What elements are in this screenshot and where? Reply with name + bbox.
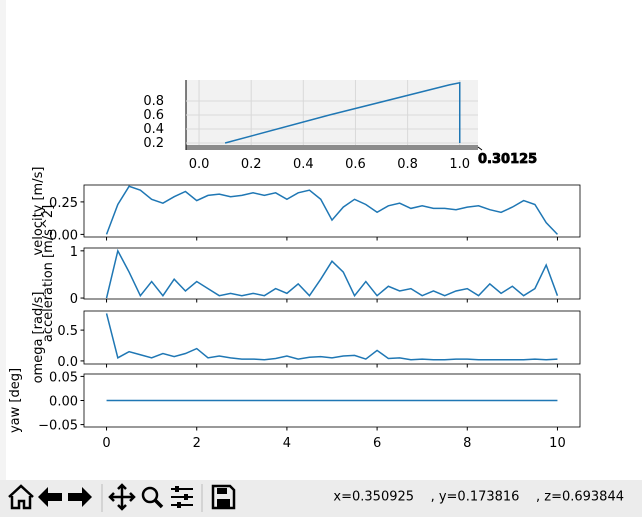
x-tick-label: 0.0 — [189, 157, 210, 172]
data-line — [105, 248, 559, 299]
y-axis-label: velocity [m/s] — [31, 167, 46, 256]
y-tick-label: 0.05 — [49, 370, 78, 385]
data-line — [105, 313, 558, 361]
floor-pane — [186, 145, 478, 150]
x-tick-label: 4 — [283, 436, 291, 451]
x-tick-label: 6 — [373, 436, 381, 451]
x-tick-label: 10 — [549, 436, 566, 451]
x-tick-label: 1.0 — [449, 157, 470, 172]
x-tick-label: 0.2 — [241, 157, 262, 172]
cursor-status: x=0.350925 , y=0.173816 , z=0.693844 — [333, 490, 624, 505]
y-tick-label: −0.05 — [38, 419, 78, 434]
y-tick-label: 0.0 — [57, 355, 78, 370]
back-pane — [186, 80, 478, 145]
back-button[interactable] — [38, 487, 62, 507]
y-tick-label: 0.30125 — [478, 152, 537, 167]
x-tick-label: 0.8 — [397, 157, 418, 172]
axes-frame — [83, 310, 581, 365]
trajectory-line — [224, 81, 461, 144]
z-tick-label: 0.6 — [143, 108, 164, 123]
background-window-edge — [0, 0, 6, 480]
data-line — [105, 185, 558, 235]
y-axis-label: yaw [deg] — [8, 368, 23, 433]
x-tick-label: 0.4 — [293, 157, 314, 172]
y-tick-label: 0.25 — [49, 196, 78, 211]
home-button[interactable] — [8, 484, 34, 510]
y-tick-label: 0.5 — [57, 324, 78, 339]
y-axis-label: acceleration [m/s^2] — [41, 205, 56, 342]
x-tick-label: 8 — [463, 436, 471, 451]
y-tick — [477, 146, 483, 151]
axes-frame — [83, 247, 581, 300]
pan-button[interactable] — [108, 483, 136, 511]
toolbar — [0, 480, 642, 517]
z-tick-label: 0.8 — [143, 94, 164, 109]
z-tick-label: 0.4 — [143, 122, 164, 137]
y-tick-label: 0.00 — [49, 395, 78, 410]
y-tick-label: 1 — [70, 245, 78, 260]
y-tick-label: 0 — [70, 292, 78, 307]
z-tick-label: 0.2 — [143, 136, 164, 151]
x-tick-label: 0.6 — [345, 157, 366, 172]
x-tick-label: 0 — [102, 436, 110, 451]
x-tick-label: 2 — [193, 436, 201, 451]
forward-button[interactable] — [68, 487, 92, 507]
save-button[interactable] — [211, 484, 236, 510]
axes-frame — [83, 184, 581, 238]
zoom-button[interactable] — [141, 486, 164, 509]
configure-button[interactable] — [171, 486, 193, 508]
y-tick-label: 0.00 — [49, 228, 78, 243]
y-axis-label: omega [rad/s] — [31, 292, 46, 384]
